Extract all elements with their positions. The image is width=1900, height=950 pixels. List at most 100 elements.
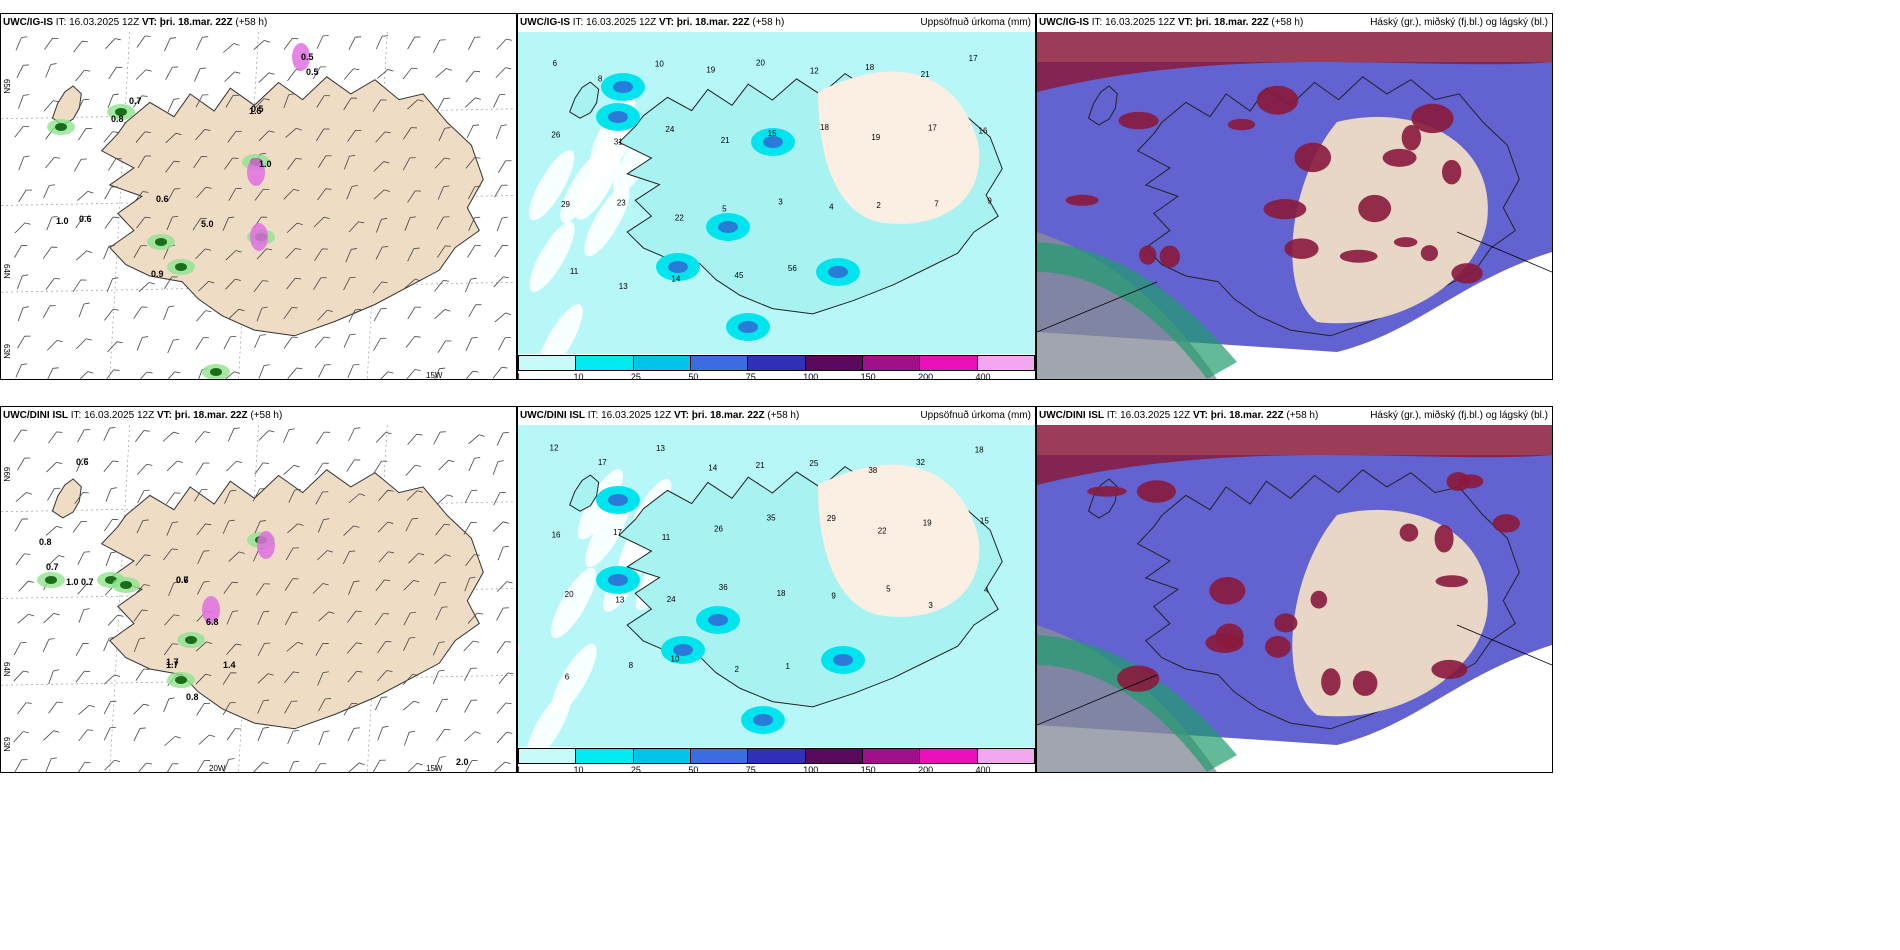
wind-barb-icon <box>43 100 59 112</box>
wind-barb-icon <box>18 189 33 203</box>
wind-barb-icon <box>347 670 363 683</box>
wind-barb-icon <box>434 756 446 771</box>
precip-legend: 1 10 25 50 75 100 150 200 400 <box>518 748 1035 773</box>
wind-barb-icon <box>48 431 63 444</box>
precip-amount-label: 23 <box>617 198 626 207</box>
wind-barb-icon <box>104 216 119 229</box>
wind-barb-icon <box>134 584 150 596</box>
cumulonimbus-area <box>1339 249 1378 263</box>
valid-time: þri. 18.mar. 22Z <box>691 410 765 421</box>
wind-barb-icon <box>286 641 304 652</box>
wind-barb-icon <box>133 703 150 715</box>
precip-amount-label: 15 <box>768 129 777 138</box>
wind-barb-icon <box>373 308 387 322</box>
wind-barb-icon <box>288 489 301 503</box>
wind-barb-icon <box>464 576 476 592</box>
wind-barb-icon <box>406 490 423 501</box>
wind-barb-icon <box>435 523 451 536</box>
wind-barb-icon <box>257 699 270 714</box>
wind-barb-icon <box>48 701 63 714</box>
precip-amount-label: 29 <box>827 514 836 523</box>
precip-amount-label: 16 <box>979 126 988 135</box>
wind-barb-icon <box>164 735 181 746</box>
wind-barb-icon <box>377 521 394 533</box>
cumulonimbus-area <box>1215 623 1244 650</box>
wind-barb-icon <box>74 492 89 504</box>
legend-tick-label: 100 <box>803 765 819 773</box>
wind-barb-icon <box>496 731 513 743</box>
wind-barb-icon <box>107 614 124 626</box>
wind-barb-icon <box>137 489 150 504</box>
wind-barb-icon <box>103 726 117 741</box>
initial-time: 16.03.2025 12Z <box>586 17 657 28</box>
cumulonimbus-area <box>1264 635 1291 658</box>
vt-label: VT: <box>141 17 157 28</box>
wind-barb-icon <box>195 641 213 652</box>
cumulonimbus-area <box>1139 245 1157 265</box>
legend-swatch <box>519 749 577 763</box>
wind-barb-icon <box>346 459 361 472</box>
wind-barb-icon <box>104 759 121 771</box>
wind-barb-icon <box>317 309 333 321</box>
wind-barb-icon <box>75 642 89 657</box>
panel-header: UWC/IG-IS IT: 16.03.2025 12Z VT: þri. 18… <box>520 15 1031 31</box>
vt-label: VT: <box>1192 410 1208 421</box>
wind-barb-icon <box>164 614 180 626</box>
wind-barb-icon <box>167 188 181 202</box>
wind-barb-icon <box>46 461 63 473</box>
wind-barb-icon <box>434 581 447 596</box>
wind-barb-icon <box>224 489 237 504</box>
panel-header: UWC/IG-IS IT: 16.03.2025 12Z VT: þri. 18… <box>3 15 512 31</box>
wind-barb-icon <box>133 637 146 653</box>
wind-barb-icon <box>348 580 360 595</box>
wind-barb-icon <box>312 66 327 80</box>
wind-barb-icon <box>46 215 58 231</box>
wind-barb-icon <box>18 580 34 592</box>
wind-barb-icon <box>14 125 30 138</box>
wind-barb-icon <box>45 525 63 536</box>
cumulonimbus-area <box>1274 613 1298 633</box>
wind-barb-icon <box>375 432 392 443</box>
wind-barb-icon <box>48 555 65 566</box>
it-label: IT: <box>1106 410 1118 421</box>
wind-barb-icon <box>258 130 275 142</box>
wind-barb-icon <box>136 519 149 534</box>
lat-label: 64N <box>2 662 11 677</box>
wind-barb-icon <box>16 64 30 78</box>
wind-barb-icon <box>77 583 93 595</box>
precip-core <box>828 266 848 278</box>
wind-barb-icon <box>104 186 118 200</box>
wind-barb-icon <box>163 697 175 712</box>
legend-swatch <box>576 356 634 370</box>
wind-barb-icon <box>43 246 58 259</box>
wind-barb-icon <box>318 730 330 746</box>
wind-barb-icon <box>432 669 445 684</box>
wind-barb-icon <box>315 128 330 142</box>
wind-barb-icon <box>463 521 477 535</box>
precip-amount-label: 21 <box>756 461 765 470</box>
wind-barb-icon <box>378 489 394 501</box>
precip-value-label: 1.5 <box>249 106 262 116</box>
precip-amount-label: 4 <box>829 202 834 211</box>
precip-value-label: 0.6 <box>176 575 189 585</box>
wind-barb-icon <box>347 363 360 378</box>
wind-barb-icon <box>496 702 512 714</box>
wind-barb-icon <box>433 431 447 445</box>
wind-barb-icon <box>195 337 209 350</box>
wind-barb-icon <box>75 670 91 683</box>
precip-area <box>115 108 127 116</box>
precip-core <box>718 221 738 233</box>
wind-barb-icon <box>164 37 177 52</box>
precip-amount-label: 19 <box>871 133 880 142</box>
wind-barb-icon <box>434 157 451 169</box>
wind-barb-icon <box>496 431 509 446</box>
wind-barb-icon <box>375 131 391 143</box>
wind-barb-icon <box>468 457 481 472</box>
precip-value-label: 1.0 <box>56 216 69 226</box>
wind-barb-icon <box>348 309 361 323</box>
wind-barb-icon <box>313 216 330 228</box>
clear-land-area <box>1292 116 1488 324</box>
wind-barb-icon <box>496 38 512 50</box>
initial-time: 16.03.2025 12Z <box>84 410 155 421</box>
